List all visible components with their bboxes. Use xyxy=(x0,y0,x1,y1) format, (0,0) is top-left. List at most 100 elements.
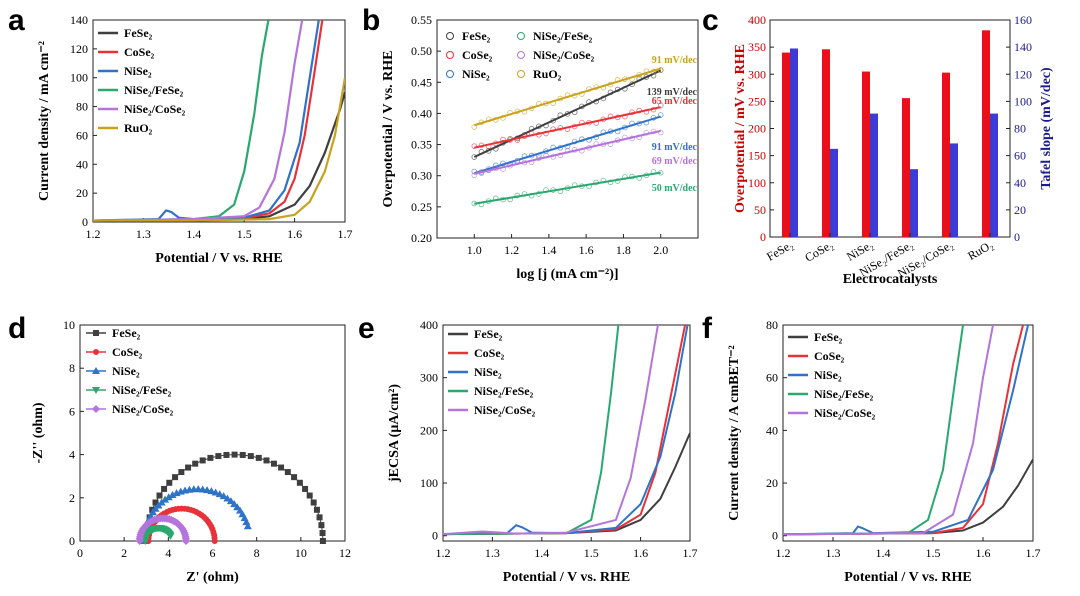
y-tick-label: 60 xyxy=(766,371,778,385)
panel-label: a xyxy=(8,4,25,37)
legend-label: CoSe₂ xyxy=(124,45,155,59)
y-tick-label: 0 xyxy=(760,230,766,244)
data-point xyxy=(199,457,206,464)
legend-label: CoSe₂ xyxy=(814,349,845,363)
x-axis-label: Electrocatalysts xyxy=(843,272,938,287)
y-tick-label: 40 xyxy=(766,423,778,437)
data-point xyxy=(172,474,179,481)
y-tick-label: 6 xyxy=(69,404,75,418)
y-tick-label: 0.50 xyxy=(411,44,432,58)
y2-tick-label: 160 xyxy=(1014,13,1032,27)
fit-line xyxy=(474,106,661,149)
bar-overpotential xyxy=(822,49,830,237)
y-tick-label: 150 xyxy=(748,149,766,163)
x-tick-label: 1.6 xyxy=(633,546,648,560)
y-axis-label: jECSA (μA/cm²) xyxy=(387,384,402,483)
x-tick-label: 1.7 xyxy=(1026,546,1041,560)
x-tick-label: 1.5 xyxy=(237,227,252,241)
x-tick-label: 1.2 xyxy=(436,546,451,560)
x-tick-label: 1.2 xyxy=(776,546,791,560)
x-axis-label: log [j (mA cm⁻²)] xyxy=(516,267,618,282)
y-tick-label: 0.55 xyxy=(411,13,432,27)
x-tick-label: CoSe₂ xyxy=(802,237,835,264)
legend-label: NiSe₂/FeSe₂ xyxy=(112,383,172,397)
data-point xyxy=(223,494,232,502)
legend-label: NiSe₂/CoSe₂ xyxy=(474,403,536,417)
legend-marker xyxy=(517,51,525,59)
y-tick-label: 400 xyxy=(748,13,766,27)
legend-label: NiSe₂/FeSe₂ xyxy=(124,83,184,97)
x-tick-label: 1.2 xyxy=(504,243,519,257)
data-point xyxy=(211,488,220,496)
y-tick-label: 0 xyxy=(432,529,438,543)
x-tick-label: 1.2 xyxy=(86,227,101,241)
series-group xyxy=(443,325,690,536)
y-axis-label: Overpotential / mV vs. RHE xyxy=(733,44,748,213)
y-tick-label: 300 xyxy=(748,67,766,81)
data-point xyxy=(148,508,157,516)
data-point xyxy=(313,506,320,513)
fit-line xyxy=(474,171,661,205)
data-point xyxy=(316,514,323,521)
legend-label: NiSe₂/FeSe₂ xyxy=(533,29,593,43)
slope-annotation: 50 mV/dec xyxy=(652,183,698,194)
x-tick-label: 12 xyxy=(339,546,351,560)
y-tick-label: 20 xyxy=(766,476,778,490)
legend-label: NiSe₂ xyxy=(474,365,502,379)
x-tick-label: 6 xyxy=(210,546,216,560)
panel-b: b 1.0 1.2 1.4 1.6 1.8 2.0 0.20 0.25 0.30 0.35 0.40 0… xyxy=(362,4,699,282)
data-point xyxy=(168,491,177,499)
legend-label: NiSe₂/FeSe₂ xyxy=(474,384,534,398)
legend-label: NiSe₂ xyxy=(814,368,842,382)
y2-axis-label: Tafel slope (mV/dec) xyxy=(1039,67,1054,190)
legend-label: RuO₂ xyxy=(533,67,562,81)
slope-annotation: 69 mV/dec xyxy=(652,156,698,167)
data-point xyxy=(219,492,228,500)
data-point xyxy=(471,143,478,149)
data-point xyxy=(211,538,218,544)
x-tick-label: 1.8 xyxy=(616,243,631,257)
data-point xyxy=(657,129,664,136)
x-tick-label: RuO₂ xyxy=(965,237,995,263)
data-point xyxy=(215,453,222,460)
x-tick-label: 1.3 xyxy=(136,227,151,241)
legend-marker xyxy=(517,70,525,78)
x-axis-label: Potential / V vs. RHE xyxy=(844,570,971,585)
x-tick-label: 1.6 xyxy=(976,546,991,560)
legend-marker xyxy=(446,70,454,78)
x-tick-label: 4 xyxy=(165,546,171,560)
bar-overpotential xyxy=(942,72,950,237)
data-point xyxy=(310,499,317,506)
panel-label: f xyxy=(702,312,713,345)
y-tick-label: 0.35 xyxy=(411,138,432,152)
y-tick-label: 80 xyxy=(766,318,778,332)
data-point xyxy=(239,451,246,458)
y-tick-label: 0 xyxy=(772,529,778,543)
series-line-ruo2 xyxy=(93,77,345,222)
data-point xyxy=(92,405,100,413)
y-tick-label: 250 xyxy=(748,94,766,108)
y-tick-label: 200 xyxy=(748,122,766,136)
x-tick-label: 2.0 xyxy=(653,243,668,257)
series-group xyxy=(783,325,1033,536)
data-point xyxy=(93,349,99,355)
y-tick-label: 0 xyxy=(82,215,88,229)
series-line-fese2 xyxy=(783,458,1033,536)
x-tick-label: 1.3 xyxy=(826,546,841,560)
plot-frame xyxy=(782,324,1034,542)
y-axis-label: Current density / mA cm⁻² xyxy=(37,41,52,201)
y2-tick-label: 60 xyxy=(1014,149,1026,163)
legend-label: NiSe₂ xyxy=(462,67,490,81)
data-point xyxy=(178,469,185,476)
slope-annotation: 91 mV/dec xyxy=(652,55,698,66)
y-tick-label: 80 xyxy=(76,100,88,114)
legend-label: NiSe₂ xyxy=(124,64,152,78)
y-tick-label: 350 xyxy=(748,40,766,54)
y-tick-label: 100 xyxy=(420,476,438,490)
legend-label: FeSe₂ xyxy=(474,327,503,341)
data-point xyxy=(152,499,159,506)
x-tick-label: 1.4 xyxy=(534,546,549,560)
bar-tafel-slope xyxy=(910,169,918,237)
series-line-nise2-cose2 xyxy=(783,325,994,536)
